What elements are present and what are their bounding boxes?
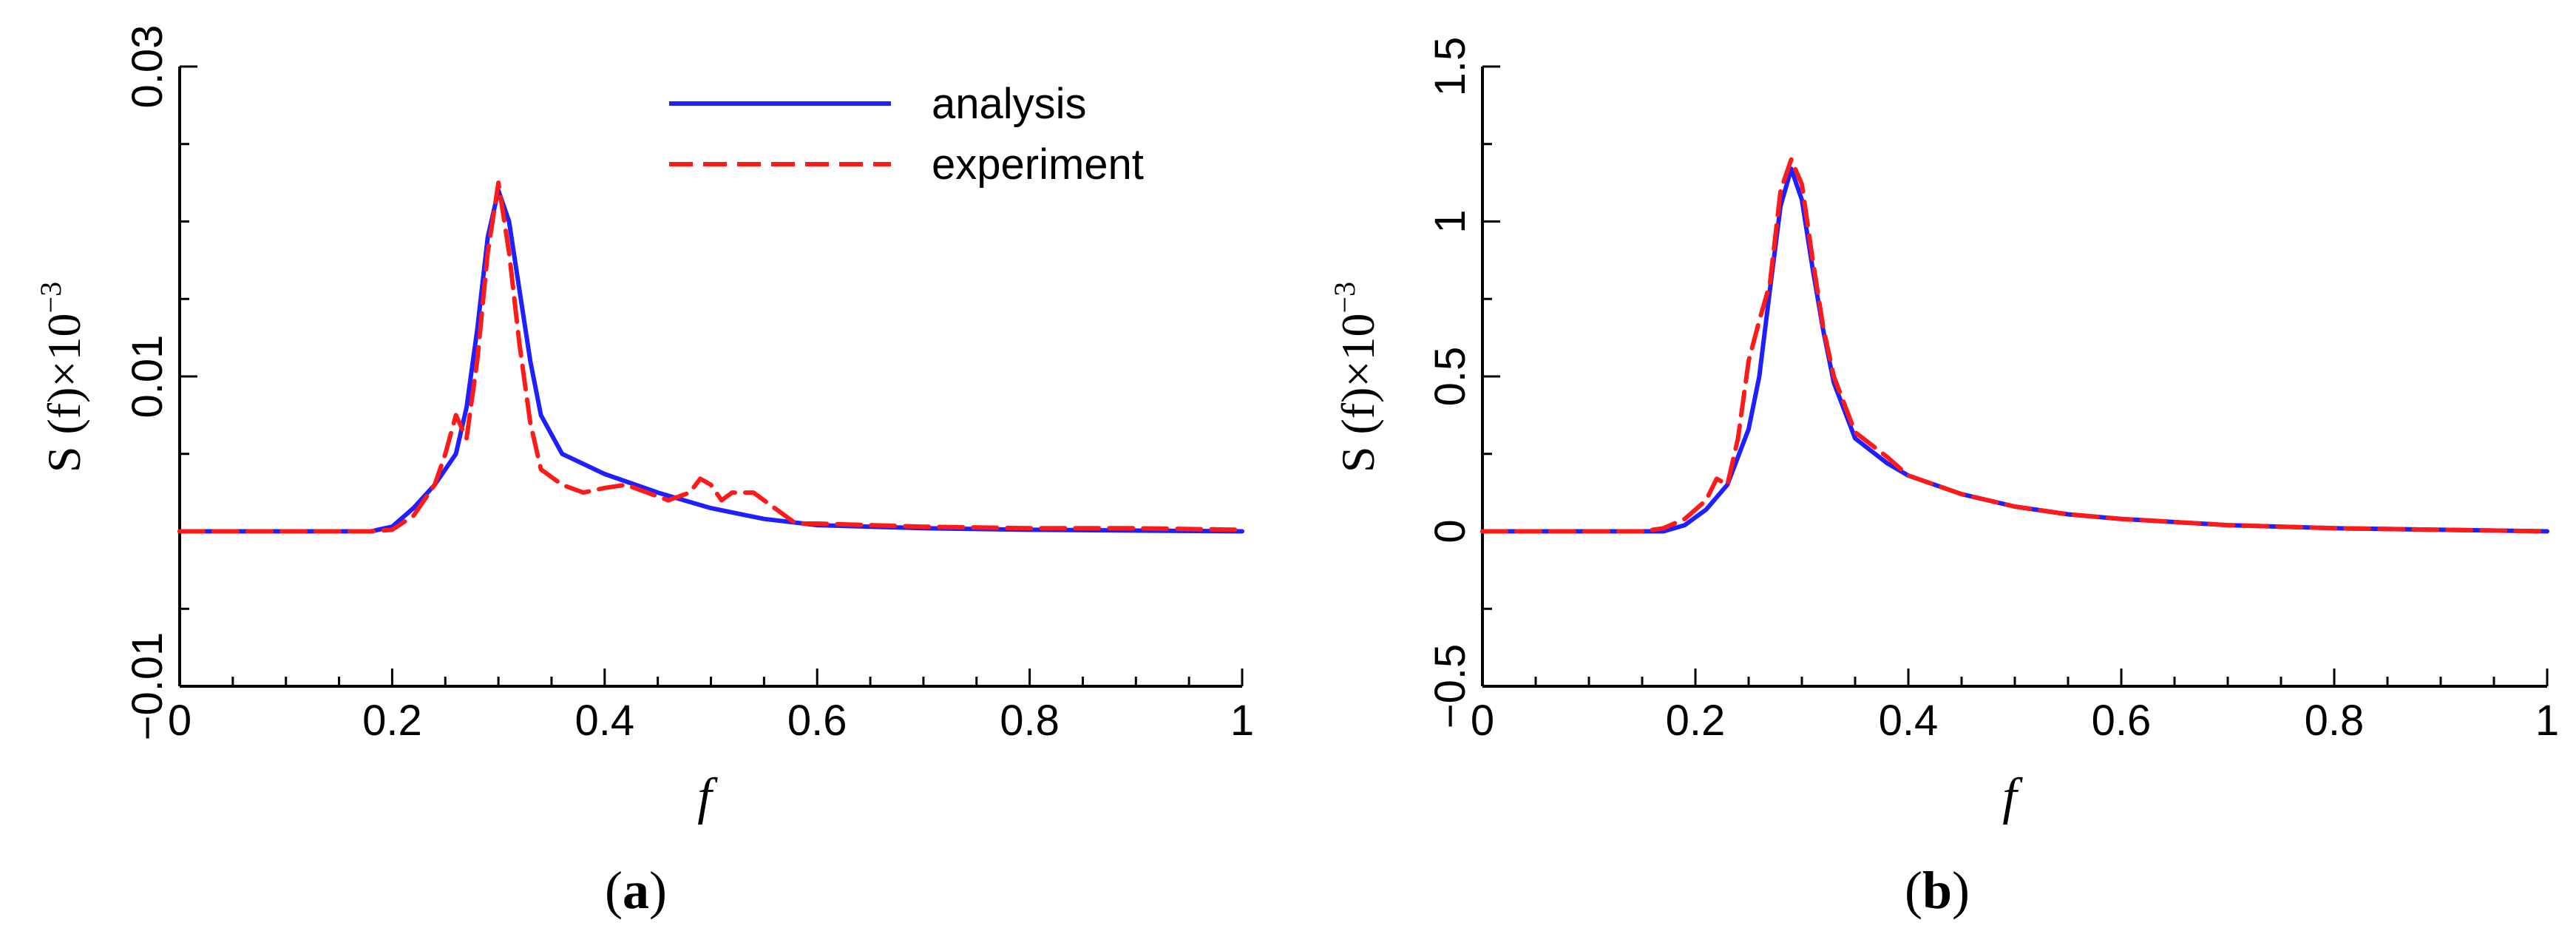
legend-experiment-label: experiment xyxy=(932,141,1144,189)
panel-a-ylabel-exponent: −3 xyxy=(34,282,67,314)
panel-b-xlabel: f xyxy=(2002,768,2023,825)
panel-b-x-tick-label: 0.6 xyxy=(2092,697,2152,745)
panel-b-y-tick-label: 1.5 xyxy=(1426,37,1474,97)
panel-a-label: (a) xyxy=(605,861,667,920)
panel-b-y-tick-label: 0.5 xyxy=(1426,347,1474,407)
panel-a-series-analysis xyxy=(177,188,1244,534)
panel-b-series-analysis xyxy=(1480,166,2549,534)
panel-a-x-tick-label: 0.2 xyxy=(362,697,422,745)
panel-b-x-tick-label: 0 xyxy=(1471,697,1494,745)
panel-b-ylabel-exponent: −3 xyxy=(1328,282,1361,314)
panel-a-x-tick-label: 0.4 xyxy=(574,697,634,745)
panel-a: 0 0.2 0.4 0.6 0.8 1 −0.01 0.01 0.03 analysis exp… xyxy=(34,25,1254,920)
panel-b-tick-labels: 0 0.2 0.4 0.6 0.8 1−0.500.511.5 xyxy=(1426,37,2559,745)
panel-a-x-tick-label: 0 xyxy=(168,697,191,745)
panel-b-y-tick-label: 1 xyxy=(1426,209,1474,233)
panel-b-series xyxy=(1480,157,2549,534)
panel-b-x-tick-label: 1 xyxy=(2535,697,2559,745)
panel-b-y-tick-label: −0.5 xyxy=(1426,644,1474,729)
panel-b-y-tick-label: 0 xyxy=(1426,519,1474,543)
panel-b-x-tick-label: 0.4 xyxy=(1879,697,1939,745)
panel-a-x-tick-label: 0.6 xyxy=(787,697,847,745)
panel-a-y-tick-label: −0.01 xyxy=(123,632,172,741)
legend-analysis-label: analysis xyxy=(932,80,1087,128)
legend: analysis experiment xyxy=(669,80,1144,189)
panel-b-ylabel: S (f)×10−3 xyxy=(1328,282,1384,473)
panel-b-ylabel-main: S (f)×10 xyxy=(1332,313,1384,473)
panel-b-x-tick-label: 0.2 xyxy=(1666,697,1726,745)
panel-b-x-tick-label: 0.8 xyxy=(2305,697,2365,745)
panel-a-ylabel-main: S (f)×10 xyxy=(38,313,90,473)
panel-a-series xyxy=(177,180,1244,534)
panel-b-letter: b xyxy=(1922,861,1952,920)
panel-a-letter: a xyxy=(623,861,649,920)
panel-a-y-tick-label: 0.03 xyxy=(123,25,172,109)
panel-b: 0 0.2 0.4 0.6 0.8 1−0.500.511.5 f S (f)×10−3 … xyxy=(1328,37,2559,920)
panel-a-xlabel: f xyxy=(697,768,718,825)
panel-a-x-tick-label: 1 xyxy=(1230,697,1254,745)
panel-a-tick-labels: 0 0.2 0.4 0.6 0.8 1 −0.01 0.01 0.03 xyxy=(123,25,1254,745)
panel-b-ticks xyxy=(1481,65,2549,688)
panel-a-ylabel: S (f)×10−3 xyxy=(34,282,90,473)
panel-b-series-experiment xyxy=(1480,157,2549,534)
panel-b-label: (b) xyxy=(1905,861,1970,920)
panel-a-x-tick-label: 0.8 xyxy=(1000,697,1060,745)
panel-a-y-tick-label: 0.01 xyxy=(123,335,172,419)
panel-a-series-experiment xyxy=(177,180,1244,534)
